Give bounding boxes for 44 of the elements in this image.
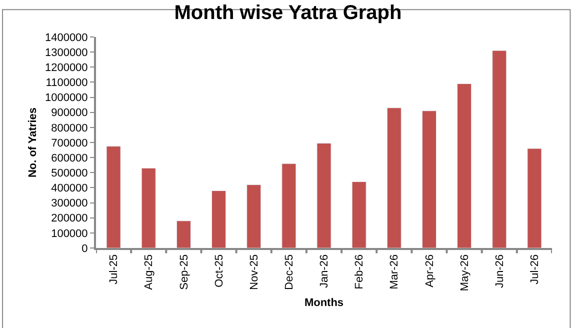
- bar: [106, 146, 121, 248]
- y-tick-label: 1400000: [44, 32, 88, 44]
- bar: [527, 148, 542, 248]
- y-tick-label: 100000: [51, 228, 88, 240]
- bar: [212, 190, 226, 248]
- y-tick-label: 600000: [51, 152, 88, 164]
- x-tick-label: Nov-25: [248, 254, 260, 290]
- bar: [246, 184, 262, 248]
- x-tick-label: Sep-25: [178, 254, 190, 290]
- x-tick-label: Oct-25: [213, 254, 226, 288]
- bar: [176, 220, 191, 248]
- y-tick-label: 1000000: [44, 92, 88, 104]
- y-tick-label: 800000: [51, 122, 88, 134]
- y-tick-label: 1200000: [44, 62, 88, 74]
- x-tick-label: Aug-25: [143, 254, 156, 290]
- y-tick-label: 400000: [51, 182, 88, 195]
- bar: [457, 83, 472, 248]
- y-tick-label: 200000: [51, 212, 88, 225]
- x-tick-label: Apr-26: [424, 254, 436, 288]
- y-tick-label: 1300000: [44, 46, 88, 59]
- bar: [386, 108, 402, 248]
- x-tick-label: May-26: [458, 254, 471, 292]
- bar: [492, 50, 507, 248]
- bar: [352, 181, 366, 248]
- y-tick-label: 500000: [51, 167, 88, 180]
- x-tick-label: Feb-26: [354, 254, 366, 290]
- x-tick-label: Jul-25: [108, 254, 120, 284]
- x-tick-label: Jan-26: [318, 254, 331, 288]
- x-tick-label: Jul-26: [529, 254, 542, 284]
- y-axis-title: No. of Yatries: [27, 107, 40, 178]
- x-tick-label: Jun-26: [494, 254, 506, 288]
- y-tick-label: 300000: [51, 198, 88, 210]
- x-tick-label: Dec-25: [283, 254, 296, 290]
- x-axis-title: Months: [304, 296, 344, 309]
- y-tick-label: 900000: [51, 107, 88, 120]
- y-tick-label: 1100000: [46, 77, 88, 90]
- bar: [141, 168, 156, 248]
- bar: [282, 163, 296, 248]
- x-tick-label: Mar-26: [388, 254, 401, 290]
- bar: [316, 143, 332, 248]
- y-tick-label: 0: [82, 242, 88, 255]
- bar: [422, 110, 436, 248]
- chart-title: Month wise Yatra Graph: [174, 2, 402, 24]
- y-tick-label: 700000: [51, 137, 88, 150]
